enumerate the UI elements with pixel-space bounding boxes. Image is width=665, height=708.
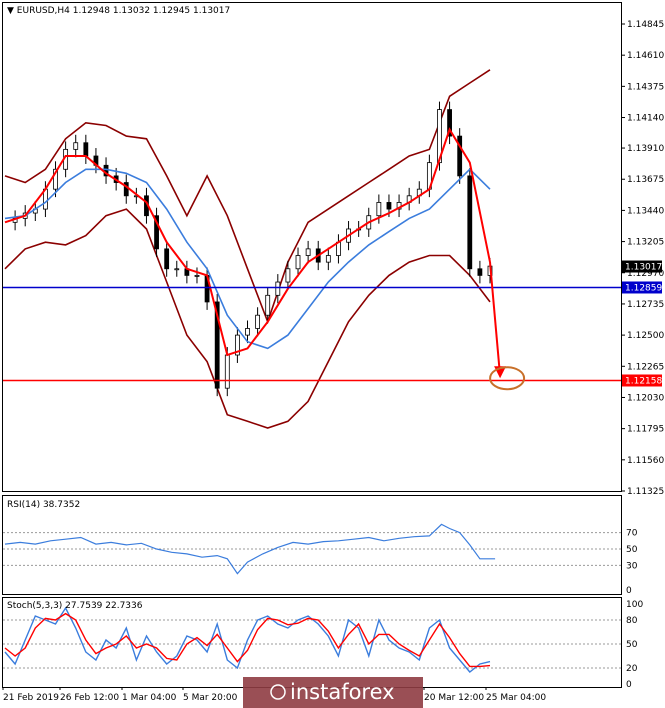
rsi-tick-label: 0 <box>626 586 632 596</box>
target-circle <box>489 366 526 391</box>
candle-body <box>285 268 291 283</box>
price-tick-label: 1.12500 <box>627 331 664 341</box>
time-tick-label: 25 Mar 04:00 <box>486 693 546 703</box>
price-tick-label: 1.14610 <box>627 51 664 61</box>
watermark-logo-icon <box>270 684 286 700</box>
price-tick-label: 1.12265 <box>627 362 664 372</box>
rsi-series-line <box>4 523 496 575</box>
stoch-main-line <box>4 606 491 673</box>
candle-body <box>457 135 463 177</box>
ma-fast-line <box>4 127 491 357</box>
rsi-line <box>4 523 496 575</box>
rsi-tick-label: 50 <box>626 545 638 555</box>
candle-body <box>325 255 331 263</box>
candle-body <box>234 334 240 356</box>
support-price-tag-label: 1.12859 <box>625 283 662 293</box>
price-panel-frame <box>2 2 622 492</box>
candle-body <box>53 168 58 190</box>
watermark-brand: instaforex <box>290 680 395 704</box>
stoch-tick-label: 50 <box>626 640 638 650</box>
bollinger-bands <box>4 69 491 429</box>
stoch-tick-label: 80 <box>626 616 638 626</box>
current-price-tag <box>622 260 662 273</box>
time-tick-label: 20 Mar 12:00 <box>424 693 484 703</box>
moving-averages <box>4 127 491 357</box>
price-tick-label: 1.13910 <box>627 144 664 154</box>
candle-body <box>83 142 89 157</box>
target-price-tag <box>622 374 662 387</box>
chart-header: ▼ EURUSD,H4 1.12948 1.13032 1.12945 1.13… <box>7 6 230 16</box>
price-tick-label: 1.14845 <box>627 20 664 30</box>
price-tick-label: 1.13440 <box>627 206 664 216</box>
watermark-banner <box>243 677 423 708</box>
rsi-axis: 70 50 30 0 <box>626 529 638 596</box>
rsi-levels <box>3 532 621 566</box>
candle-body <box>305 248 311 256</box>
current-price-tag-label: 1.13017 <box>625 263 662 273</box>
stoch-tick-label: 20 <box>626 664 638 674</box>
stoch-title: Stoch(5,3,3) 27.7539 22.7336 <box>7 601 143 611</box>
horizontal-lines <box>3 286 621 382</box>
time-tick-label: 21 Feb 2019 <box>3 693 59 703</box>
candle-body <box>275 281 281 296</box>
candle-body <box>164 248 170 270</box>
target-price-tag-label: 1.12158 <box>625 376 662 386</box>
stoch-tick-label: 100 <box>626 600 643 610</box>
rsi-panel-frame <box>2 495 622 595</box>
price-tick-label: 1.12970 <box>627 269 664 279</box>
candle-body <box>447 109 452 137</box>
candle-body <box>174 268 180 271</box>
candle-body <box>154 215 159 250</box>
candle-body <box>437 109 442 164</box>
stoch-signal-line <box>4 612 491 668</box>
bollinger-upper-line <box>4 69 491 325</box>
price-tick-label: 1.12030 <box>627 393 664 403</box>
time-tick-label: 26 Feb 12:00 <box>60 693 119 703</box>
candle-body <box>265 294 271 316</box>
bollinger-lower-line <box>4 208 491 429</box>
rsi-title: RSI(14) 38.7352 <box>7 500 80 510</box>
stoch-levels <box>3 619 621 669</box>
ma-slow-line <box>4 168 491 350</box>
price-axis: 1.14845 1.14610 1.14375 1.14140 1.13910 1.136… <box>621 20 664 497</box>
time-tick-label: 1 Mar 04:00 <box>122 693 177 703</box>
support-price-tag <box>622 281 662 294</box>
forecast-arrow <box>489 262 526 391</box>
candlesticks <box>12 101 493 397</box>
time-axis: 21 Feb 2019 26 Feb 12:00 1 Mar 04:00 5 Mar … <box>2 687 546 703</box>
price-tick-label: 1.14375 <box>627 82 664 92</box>
candle-body <box>477 268 483 276</box>
stoch-axis: 100 80 50 20 0 <box>626 600 643 690</box>
time-tick-label: 5 Mar 20:00 <box>183 693 238 703</box>
stoch-tick-label: 0 <box>626 680 632 690</box>
stoch-lines <box>4 606 491 673</box>
candle-body <box>214 301 220 389</box>
price-tick-label: 1.11795 <box>627 425 664 435</box>
stoch-panel-frame <box>2 597 622 688</box>
price-tick-label: 1.13205 <box>627 238 664 248</box>
price-tick-label: 1.11325 <box>627 487 664 497</box>
candle-body <box>295 255 301 270</box>
rsi-tick-label: 30 <box>626 561 638 571</box>
price-tick-label: 1.11560 <box>627 456 664 466</box>
candle-body <box>376 202 382 217</box>
candle-body <box>245 328 250 336</box>
candle-body <box>255 314 261 329</box>
candle-body <box>386 202 392 210</box>
price-tags: 1.13017 1.12859 1.12158 <box>622 260 662 387</box>
price-tick-label: 1.14140 <box>627 114 664 124</box>
price-tick-label: 1.12735 <box>627 300 664 310</box>
candle-body <box>224 354 230 389</box>
rsi-tick-label: 70 <box>626 529 638 539</box>
candle-body <box>467 175 473 270</box>
forecast-arrow-shaft <box>489 262 502 377</box>
candle-body <box>194 275 200 277</box>
candle-body <box>73 142 79 150</box>
price-tick-label: 1.13675 <box>627 175 664 185</box>
